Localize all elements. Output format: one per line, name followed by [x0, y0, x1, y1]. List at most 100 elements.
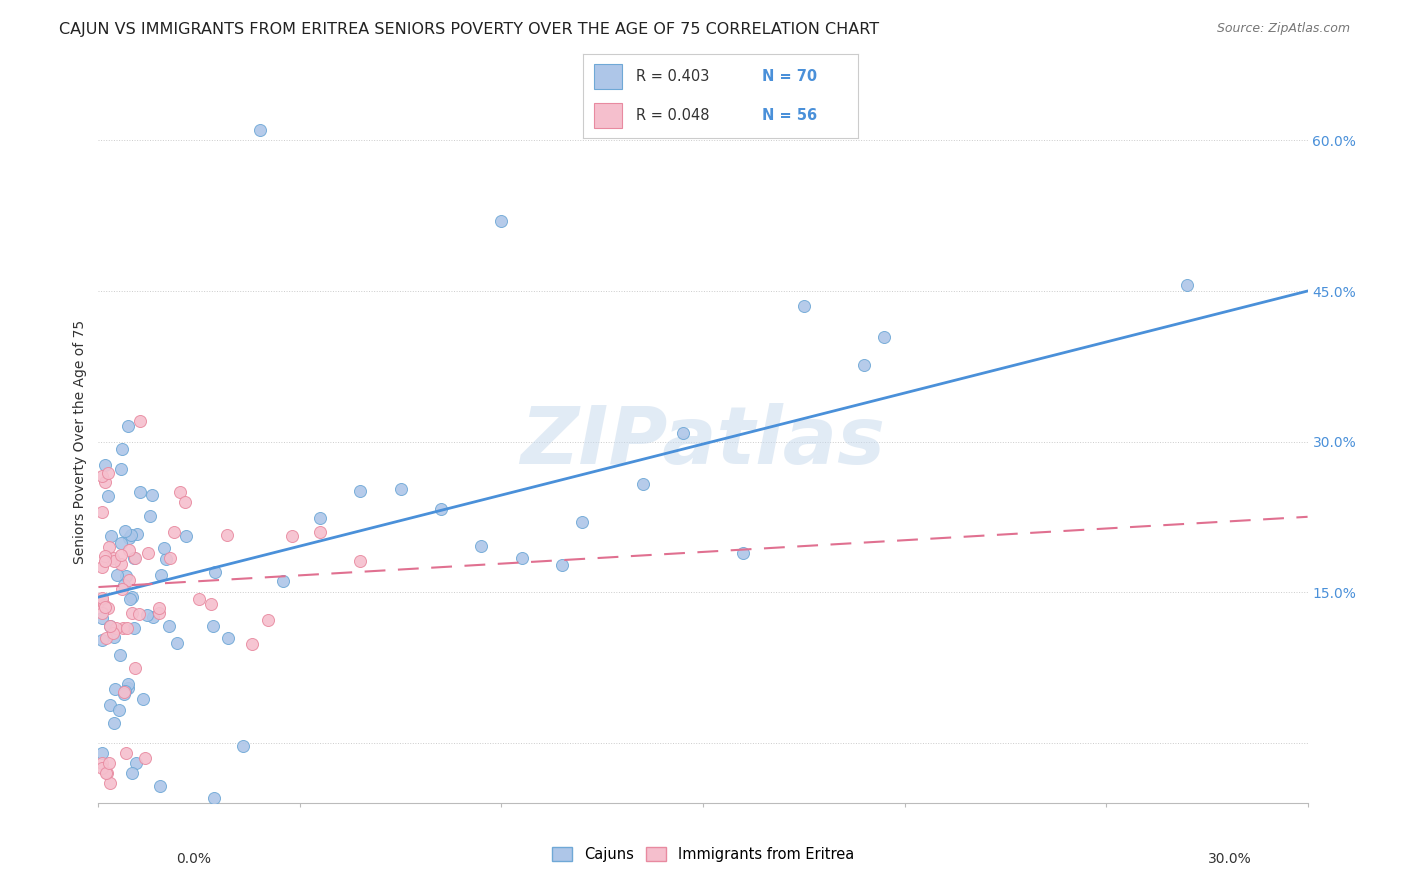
Text: ZIPatlas: ZIPatlas: [520, 402, 886, 481]
Point: [110, 557, 132, 571]
Point: [571, 515, 593, 529]
Point: [309, 511, 332, 525]
Point: [117, 543, 139, 558]
Text: 30.0%: 30.0%: [1208, 852, 1251, 866]
Point: [91, 611, 114, 625]
Text: R = 0.048: R = 0.048: [636, 108, 709, 123]
Point: [91, 746, 114, 760]
Point: [110, 442, 132, 456]
Point: [96, 765, 118, 780]
Point: [141, 488, 163, 502]
Text: N = 70: N = 70: [762, 69, 817, 84]
Point: [94, 554, 117, 568]
Point: [510, 551, 533, 566]
Point: [159, 550, 181, 565]
Point: [249, 123, 271, 137]
Point: [204, 791, 226, 805]
Point: [793, 299, 815, 313]
Point: [101, 550, 124, 565]
Point: [470, 539, 492, 553]
Point: [142, 610, 165, 624]
Point: [281, 529, 304, 543]
Point: [430, 501, 453, 516]
Text: CAJUN VS IMMIGRANTS FROM ERITREA SENIORS POVERTY OVER THE AGE OF 75 CORRELATION : CAJUN VS IMMIGRANTS FROM ERITREA SENIORS…: [59, 22, 879, 37]
Point: [103, 554, 125, 568]
Point: [94, 458, 117, 472]
Point: [94, 600, 117, 615]
Point: [125, 756, 148, 770]
Point: [121, 607, 143, 621]
Point: [148, 606, 170, 620]
Text: N = 56: N = 56: [762, 108, 817, 123]
Point: [100, 529, 122, 543]
Point: [91, 607, 114, 621]
Point: [91, 505, 114, 519]
Point: [91, 761, 114, 775]
Point: [115, 621, 138, 635]
Point: [117, 419, 139, 434]
Point: [136, 607, 159, 622]
Point: [217, 527, 239, 541]
Point: [232, 739, 254, 753]
Point: [91, 468, 114, 483]
Point: [129, 414, 152, 428]
Point: [152, 541, 174, 556]
Point: [149, 779, 172, 793]
Point: [188, 591, 211, 606]
Point: [672, 425, 695, 440]
Point: [217, 631, 239, 645]
Point: [118, 573, 141, 587]
Point: [149, 568, 172, 582]
Point: [271, 574, 294, 588]
Point: [115, 569, 138, 583]
Point: [169, 484, 191, 499]
Point: [112, 685, 135, 699]
Point: [122, 551, 145, 566]
Point: [349, 483, 371, 498]
Bar: [595, 63, 621, 89]
Point: [91, 591, 114, 606]
Point: [128, 484, 150, 499]
Point: [111, 582, 134, 596]
Point: [98, 619, 121, 633]
Point: [204, 565, 226, 579]
Point: [98, 776, 121, 790]
Point: [94, 549, 117, 564]
Point: [155, 551, 177, 566]
Point: [110, 648, 132, 662]
Point: [121, 765, 143, 780]
Text: R = 0.403: R = 0.403: [636, 69, 709, 84]
Text: 0.0%: 0.0%: [176, 852, 211, 866]
Point: [112, 578, 135, 592]
Point: [166, 635, 188, 649]
Point: [103, 715, 125, 730]
Point: [124, 661, 146, 675]
Point: [94, 765, 117, 780]
Point: [91, 560, 114, 574]
Point: [240, 637, 263, 651]
Point: [97, 466, 120, 480]
Point: [118, 531, 141, 545]
Point: [733, 546, 755, 560]
Point: [138, 546, 160, 560]
Bar: [595, 103, 621, 128]
Point: [148, 600, 170, 615]
Point: [1175, 278, 1198, 293]
Point: [120, 528, 142, 542]
Point: [139, 509, 162, 524]
Point: [157, 619, 180, 633]
Point: [104, 682, 127, 697]
Point: [124, 550, 146, 565]
Point: [110, 548, 132, 562]
Point: [91, 592, 114, 607]
Point: [94, 475, 117, 490]
Point: [349, 553, 371, 567]
Point: [110, 536, 132, 550]
Text: Source: ZipAtlas.com: Source: ZipAtlas.com: [1216, 22, 1350, 36]
Point: [97, 600, 120, 615]
Point: [201, 618, 224, 632]
Point: [491, 213, 513, 227]
Point: [551, 558, 574, 573]
Point: [98, 540, 121, 554]
Point: [117, 677, 139, 691]
